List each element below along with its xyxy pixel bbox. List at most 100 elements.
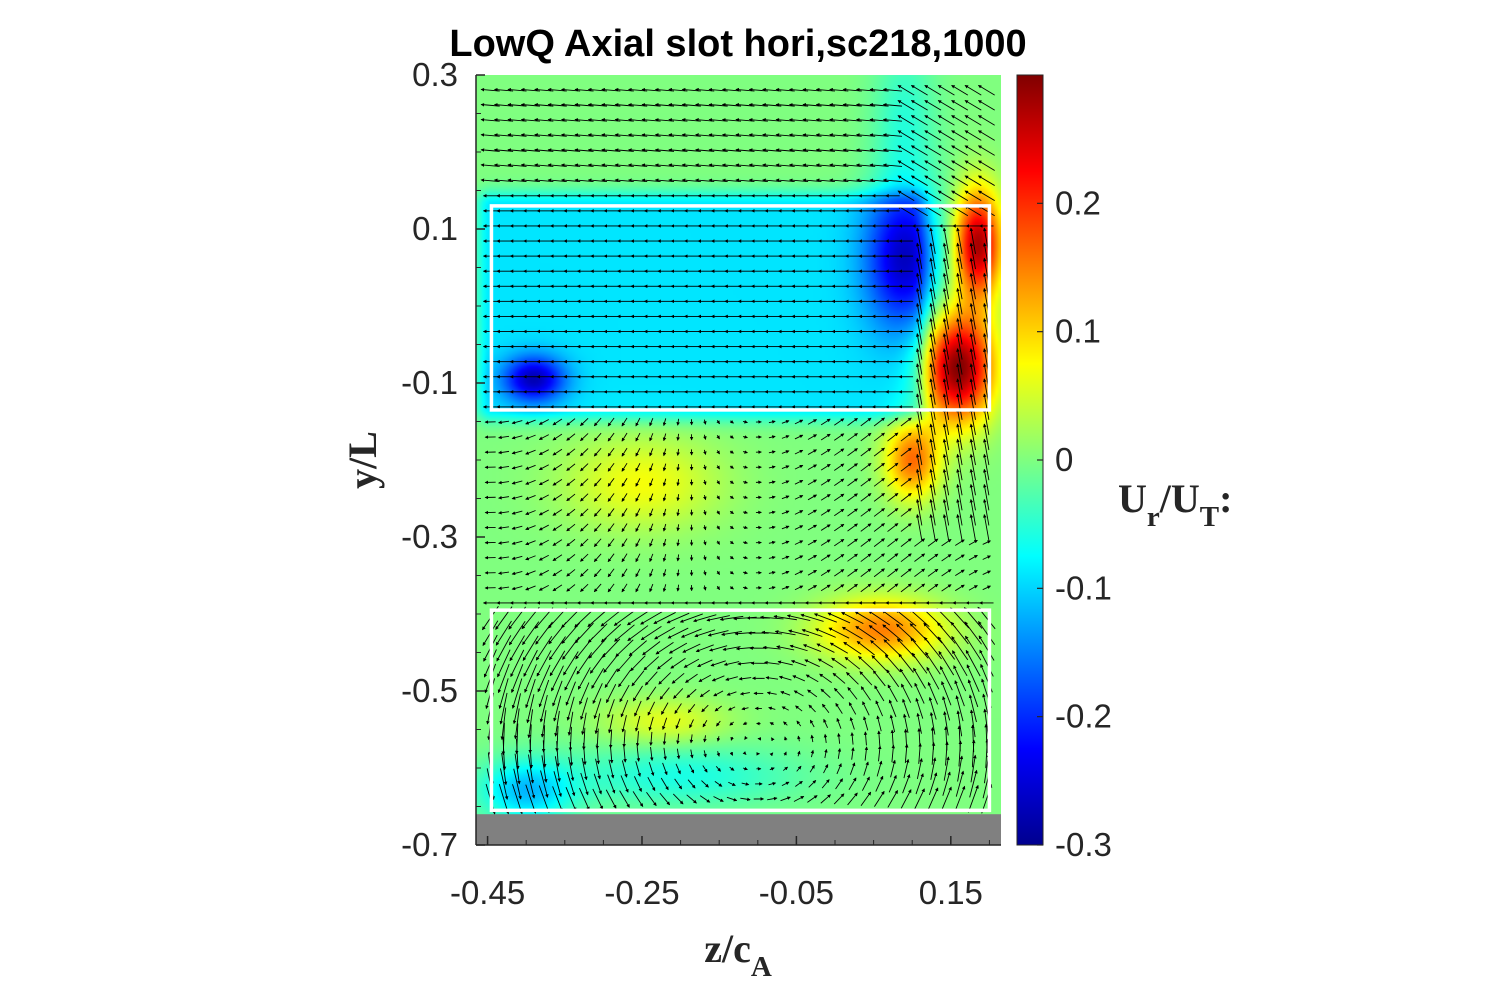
velocity-vector — [635, 493, 641, 502]
velocity-vector — [600, 609, 622, 627]
velocity-vector — [662, 508, 667, 517]
velocity-vector — [538, 554, 549, 561]
velocity-vector — [600, 623, 622, 643]
velocity-vector — [687, 779, 696, 789]
velocity-vector — [555, 726, 559, 752]
velocity-vector — [808, 704, 816, 713]
velocity-vector — [627, 625, 649, 641]
velocity-vector — [552, 554, 563, 562]
velocity-vector — [525, 464, 536, 470]
velocity-vector — [820, 554, 831, 561]
velocity-vector — [498, 678, 509, 709]
velocity-field-heatmap — [476, 75, 1001, 845]
colorbar-tick-label: -0.2 — [1055, 698, 1112, 735]
velocity-vector — [566, 569, 576, 577]
velocity-vector — [538, 449, 549, 456]
velocity-vector — [659, 792, 671, 806]
velocity-vector — [580, 433, 589, 442]
velocity-vector — [676, 448, 680, 456]
velocity-vector — [802, 644, 822, 653]
velocity-vector — [807, 479, 818, 486]
velocity-vector — [676, 418, 680, 426]
velocity-vector — [769, 722, 775, 726]
y-axis-label: y/L — [340, 431, 385, 489]
velocity-vector — [511, 465, 523, 470]
velocity-vector — [658, 672, 672, 685]
velocity-vector — [566, 554, 576, 562]
velocity-vector — [498, 510, 510, 515]
velocity-vector — [703, 525, 707, 531]
velocity-vector — [648, 761, 655, 777]
velocity-vector — [703, 750, 707, 758]
velocity-vector — [733, 616, 757, 621]
velocity-vector — [607, 447, 615, 457]
velocity-vector — [593, 568, 602, 578]
velocity-vector — [580, 493, 589, 502]
velocity-vector — [525, 784, 537, 814]
velocity-vector — [635, 583, 641, 593]
velocity-vector — [607, 538, 615, 548]
velocity-vector — [693, 614, 717, 623]
velocity-vector — [765, 676, 779, 680]
velocity-vector — [635, 523, 641, 533]
velocity-vector — [649, 433, 654, 442]
velocity-vector — [511, 570, 523, 576]
velocity-vector — [654, 626, 676, 640]
velocity-vector — [580, 697, 589, 720]
velocity-vector — [498, 586, 510, 590]
colorbar-label: Ur/UT: — [1118, 476, 1232, 533]
velocity-vector — [807, 539, 818, 546]
velocity-vector — [794, 510, 804, 515]
velocity-vector — [649, 583, 654, 593]
velocity-vector — [716, 555, 720, 560]
velocity-vector — [699, 795, 711, 803]
velocity-vector — [668, 642, 688, 654]
velocity-vector — [686, 688, 697, 698]
velocity-vector — [729, 435, 734, 439]
plot-area — [476, 75, 1001, 845]
velocity-vector — [607, 462, 615, 472]
velocity-vector — [788, 629, 810, 637]
velocity-vector — [540, 770, 549, 798]
velocity-vector — [498, 571, 510, 575]
velocity-vector — [552, 786, 563, 813]
solid-wall — [476, 814, 1001, 845]
velocity-vector — [528, 754, 535, 784]
velocity-vector — [593, 508, 602, 517]
velocity-vector — [703, 449, 707, 456]
velocity-vector — [768, 586, 776, 590]
y-tick-label: -0.5 — [401, 672, 458, 709]
velocity-vector — [498, 420, 510, 425]
velocity-vector — [593, 493, 602, 502]
velocity-vector — [741, 782, 750, 786]
velocity-vector — [742, 450, 748, 454]
velocity-vector — [580, 538, 589, 547]
velocity-vector — [676, 479, 680, 487]
velocity-vector — [621, 508, 628, 518]
velocity-vector — [742, 525, 748, 530]
velocity-vector — [790, 659, 807, 667]
velocity-vector — [820, 688, 831, 699]
velocity-vector — [797, 750, 801, 757]
velocity-vector — [511, 495, 523, 500]
velocity-vector — [729, 450, 734, 454]
x-tick-label: -0.25 — [604, 874, 679, 911]
velocity-vector — [538, 464, 549, 471]
velocity-vector — [649, 538, 654, 547]
velocity-vector — [549, 650, 566, 677]
velocity-vector — [649, 523, 654, 532]
velocity-vector — [807, 464, 818, 471]
velocity-vector — [538, 584, 549, 591]
velocity-vector — [759, 615, 784, 620]
velocity-vector — [742, 751, 747, 755]
velocity-vector — [794, 434, 804, 440]
velocity-vector — [593, 463, 602, 472]
colorbar-tick-label: -0.1 — [1055, 569, 1112, 606]
velocity-vector — [552, 463, 563, 471]
velocity-vector — [497, 663, 510, 694]
velocity-vector — [580, 772, 589, 796]
velocity-vector — [536, 650, 552, 677]
velocity-vector — [769, 767, 775, 771]
x-tick-label: -0.45 — [450, 874, 525, 911]
velocity-vector — [568, 756, 575, 782]
